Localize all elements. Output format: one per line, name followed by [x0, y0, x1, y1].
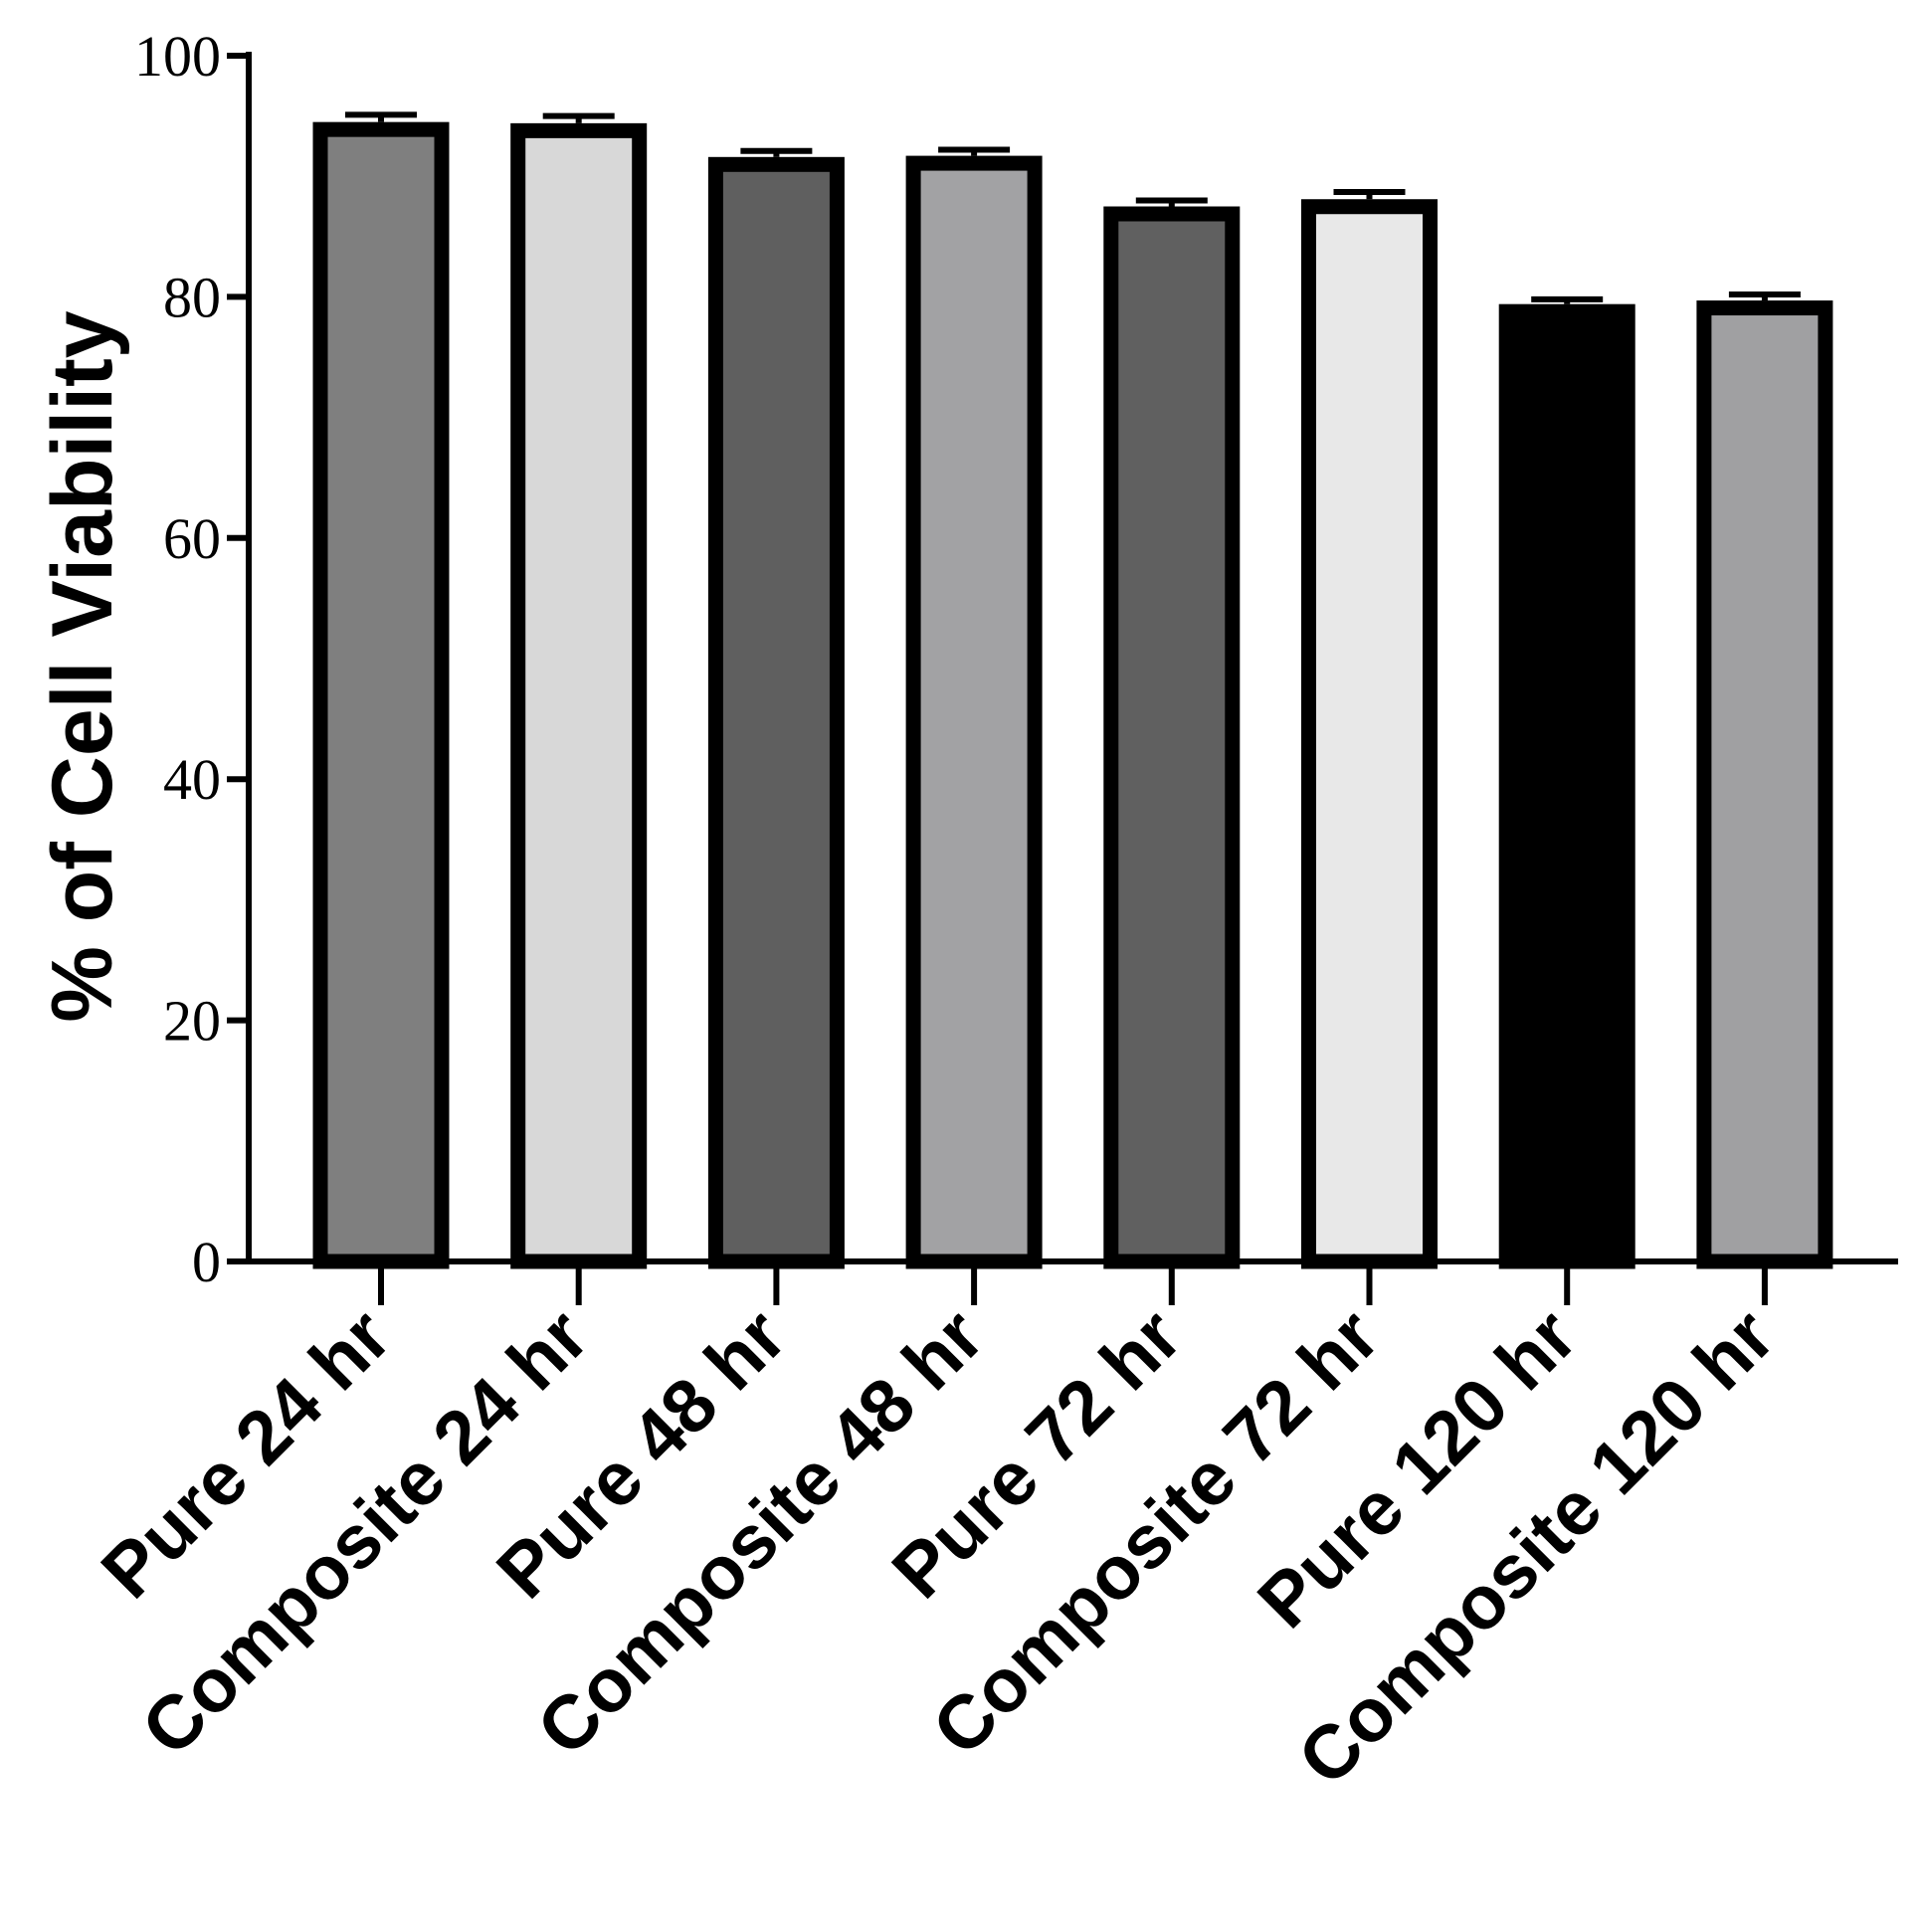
- bar-7: [1498, 303, 1635, 1269]
- bar-5: [1103, 206, 1241, 1269]
- bar-4: [905, 155, 1043, 1269]
- y-tick-label-0: 0: [192, 1230, 221, 1294]
- y-tick-label-60: 60: [163, 506, 221, 571]
- y-tick-label-100: 100: [134, 24, 221, 89]
- bars-layer: [312, 111, 1833, 1269]
- y-tick-label-40: 40: [163, 747, 221, 812]
- y-tick-label-80: 80: [163, 265, 221, 329]
- bar-6: [1301, 199, 1438, 1269]
- bar-8: [1696, 300, 1833, 1269]
- axes-layer: [227, 52, 1898, 1305]
- y-axis-label: % of Cell Viability: [35, 310, 130, 1022]
- bar-1: [312, 121, 450, 1269]
- y-tick-label-20: 20: [163, 989, 221, 1054]
- bar-3: [707, 156, 845, 1269]
- bar-2: [510, 122, 648, 1269]
